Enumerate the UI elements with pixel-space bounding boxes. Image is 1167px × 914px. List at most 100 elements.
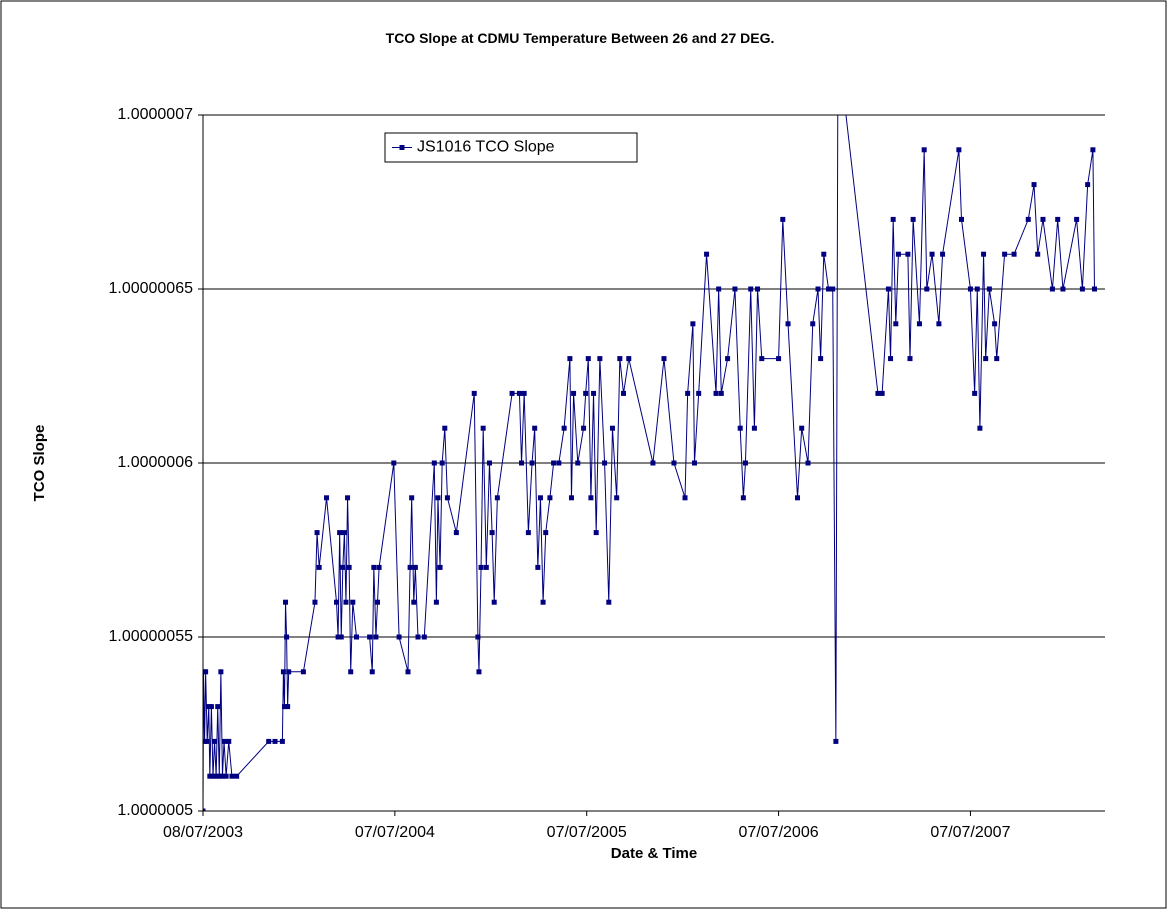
data-point bbox=[300, 669, 306, 675]
data-point bbox=[203, 669, 209, 675]
chart-title: TCO Slope at CDMU Temperature Between 26… bbox=[386, 30, 775, 46]
data-point bbox=[376, 564, 382, 570]
legend-marker bbox=[399, 145, 405, 150]
data-point bbox=[1060, 286, 1066, 292]
data-point bbox=[591, 390, 597, 396]
data-point bbox=[593, 530, 599, 536]
data-point bbox=[994, 356, 1000, 362]
data-point bbox=[547, 495, 553, 501]
data-point bbox=[437, 564, 443, 570]
data-point bbox=[494, 495, 500, 501]
data-point bbox=[391, 460, 397, 466]
data-point bbox=[219, 773, 225, 779]
data-point bbox=[682, 495, 688, 501]
data-point bbox=[567, 356, 573, 362]
data-point bbox=[617, 356, 623, 362]
data-point bbox=[1031, 182, 1037, 188]
data-point bbox=[411, 599, 417, 605]
data-point bbox=[340, 564, 346, 570]
data-point bbox=[585, 356, 591, 362]
data-point bbox=[732, 286, 738, 292]
legend-box bbox=[384, 132, 638, 163]
data-point bbox=[713, 390, 719, 396]
data-point bbox=[405, 669, 411, 675]
data-point bbox=[375, 599, 381, 605]
data-point bbox=[442, 425, 448, 431]
series-line bbox=[203, 115, 1095, 811]
data-point bbox=[213, 773, 219, 779]
data-point bbox=[921, 147, 927, 153]
data-point bbox=[661, 356, 667, 362]
data-point bbox=[1074, 216, 1080, 222]
data-point bbox=[967, 286, 973, 292]
data-point bbox=[272, 738, 278, 744]
data-point bbox=[284, 634, 290, 640]
data-point bbox=[421, 634, 427, 640]
data-point bbox=[489, 530, 495, 536]
data-point bbox=[568, 495, 574, 501]
data-point bbox=[1025, 216, 1031, 222]
data-point bbox=[226, 738, 232, 744]
x-tick-label: 07/07/2007 bbox=[930, 824, 1010, 841]
data-point bbox=[324, 495, 330, 501]
x-tick-label: 08/07/2003 bbox=[163, 824, 243, 841]
data-point bbox=[810, 321, 816, 327]
data-point bbox=[818, 356, 824, 362]
data-point bbox=[346, 564, 352, 570]
axes: 1.0000005 1.00000055 1.0000006 1.00000065 1.… bbox=[108, 106, 1105, 841]
data-point bbox=[805, 460, 811, 466]
data-point bbox=[1055, 216, 1061, 222]
data-point bbox=[885, 286, 891, 292]
data-point bbox=[785, 321, 791, 327]
data-point bbox=[316, 564, 322, 570]
y-tick-label: 1.0000005 bbox=[117, 802, 193, 819]
data-point bbox=[1035, 251, 1041, 257]
data-point bbox=[588, 495, 594, 501]
data-point bbox=[215, 704, 221, 710]
data-point bbox=[1040, 216, 1046, 222]
data-point bbox=[780, 216, 786, 222]
data-point bbox=[581, 425, 587, 431]
data-point bbox=[671, 460, 677, 466]
data-point bbox=[626, 356, 632, 362]
data-point bbox=[890, 216, 896, 222]
data-point bbox=[571, 390, 577, 396]
data-point bbox=[266, 738, 272, 744]
data-point bbox=[525, 530, 531, 536]
data-point bbox=[203, 808, 206, 811]
data-point bbox=[737, 425, 743, 431]
data-point bbox=[516, 390, 522, 396]
data-point bbox=[371, 564, 377, 570]
data-point bbox=[412, 564, 418, 570]
data-point bbox=[691, 460, 697, 466]
x-tick-label: 07/07/2006 bbox=[739, 824, 819, 841]
data-point bbox=[716, 286, 722, 292]
data-point bbox=[208, 704, 214, 710]
data-point bbox=[439, 460, 445, 466]
data-point bbox=[742, 460, 748, 466]
data-point bbox=[335, 634, 341, 640]
data-point bbox=[704, 251, 710, 257]
data-point bbox=[373, 634, 379, 640]
data-point bbox=[218, 669, 224, 675]
data-point bbox=[916, 321, 922, 327]
data-point bbox=[521, 390, 527, 396]
data-point bbox=[597, 356, 603, 362]
data-point bbox=[475, 634, 481, 640]
data-point bbox=[776, 356, 782, 362]
data-point bbox=[338, 634, 344, 640]
data-point bbox=[759, 356, 765, 362]
data-point bbox=[279, 738, 285, 744]
data-point bbox=[690, 321, 696, 327]
data-point bbox=[725, 356, 731, 362]
data-point bbox=[535, 564, 541, 570]
data-point bbox=[556, 460, 562, 466]
data-point bbox=[476, 669, 482, 675]
data-point bbox=[234, 773, 240, 779]
data-point bbox=[1049, 286, 1055, 292]
data-point bbox=[312, 599, 318, 605]
data-point bbox=[974, 286, 980, 292]
data-point bbox=[478, 564, 484, 570]
data-point bbox=[888, 356, 894, 362]
